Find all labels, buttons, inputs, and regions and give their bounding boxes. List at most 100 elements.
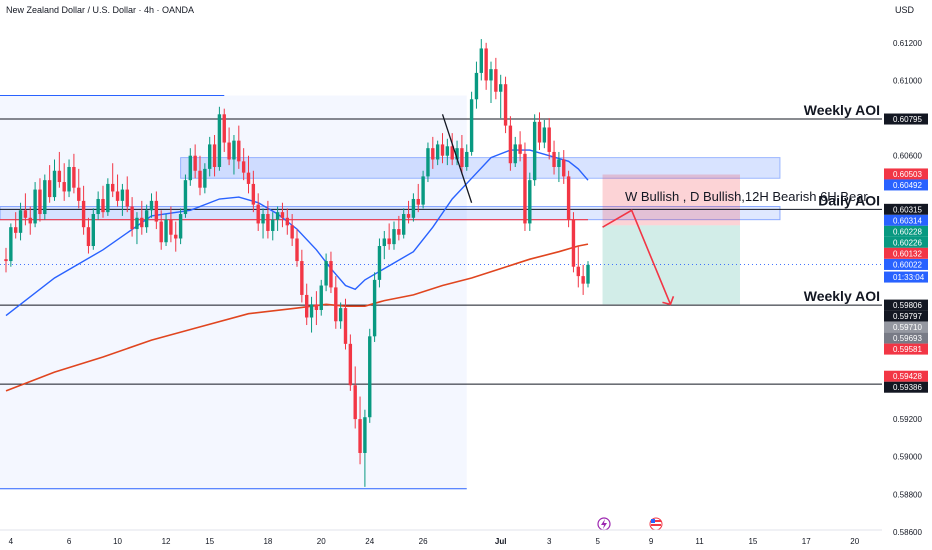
price-badge-7 (884, 247, 928, 259)
candle-body-95 (465, 151, 469, 167)
candle-body-45 (222, 114, 226, 143)
candle-body-89 (435, 144, 440, 160)
candle-body-100 (489, 69, 493, 81)
candle-body-44 (217, 114, 222, 167)
candle-body-40 (198, 170, 202, 188)
moving-averages-layer (5, 149, 589, 392)
price-badge-text-0: 0.60795 (893, 115, 922, 124)
x-tick-label-7: 24 (365, 537, 374, 546)
candle-body-64 (314, 304, 319, 310)
y-tick-label-1: 0.61000 (893, 76, 922, 85)
candle-body-39 (193, 155, 197, 171)
candle-body-20 (101, 198, 105, 213)
candle-body-67 (329, 261, 333, 288)
candle-body-65 (319, 285, 323, 310)
candle-body-108 (528, 180, 532, 224)
price-badge-8 (884, 258, 928, 270)
price-badge-16 (884, 381, 928, 393)
candle-body-105 (513, 144, 517, 164)
x-tick-label-15: 17 (802, 537, 811, 546)
candle-body-11 (57, 170, 62, 183)
x-tick-label-13: 11 (695, 537, 704, 546)
candle-body-79 (387, 238, 391, 245)
price-badge-15 (884, 370, 928, 382)
candle-body-77 (377, 246, 382, 280)
candle-body-63 (309, 304, 314, 318)
candle-body-36 (178, 214, 183, 239)
candle-body-103 (503, 84, 508, 126)
y-tick-label-5: 0.59000 (893, 453, 922, 462)
x-tick-label-11: 5 (595, 537, 600, 546)
candle-body-6 (33, 189, 37, 224)
candle-body-25 (125, 189, 129, 207)
candle-body-85 (416, 198, 420, 205)
candle-body-22 (111, 183, 115, 192)
trade-annotation: W Bullish , D Bullish,12H Bearish 6H Bea… (625, 189, 868, 204)
candle-body-97 (474, 72, 479, 100)
lightning-glyph-icon (601, 519, 607, 529)
x-tick-label-12: 9 (649, 537, 654, 546)
flag-canton (651, 519, 655, 523)
x-tick-label-2: 10 (113, 537, 122, 546)
price-badge-2 (884, 179, 928, 191)
candle-body-76 (372, 279, 377, 337)
x-tick-label-10: 3 (547, 537, 552, 546)
candle-body-4 (23, 210, 28, 218)
candle-body-60 (295, 238, 299, 262)
candle-body-80 (392, 229, 396, 245)
candle-body-99 (484, 48, 488, 81)
projection-path (602, 209, 672, 305)
candle-body-78 (382, 238, 386, 247)
symbol-title: New Zealand Dollar / U.S. Dollar · 4h · … (6, 5, 195, 15)
candle-body-55 (271, 219, 275, 231)
x-tick-label-4: 15 (205, 537, 214, 546)
candle-body-49 (241, 161, 246, 173)
price-badge-text-7: 0.60132 (893, 249, 922, 258)
candle-body-84 (411, 198, 416, 218)
stop-loss-zone (602, 174, 740, 226)
candle-body-114 (557, 159, 561, 167)
x-tick-label-3: 12 (162, 537, 171, 546)
y-tick-label-2: 0.60600 (893, 152, 922, 161)
candle-body-19 (96, 198, 100, 215)
price-badge-text-10: 0.59806 (893, 301, 922, 310)
ema-slow-line (5, 243, 589, 392)
candle-body-26 (130, 206, 134, 230)
candle-body-3 (18, 210, 23, 233)
price-badge-text-11: 0.59797 (893, 312, 922, 321)
level-lines-layer: Weekly AOI Daily AOI Weekly AOI (0, 102, 882, 385)
level-label-0: Weekly AOI (804, 102, 880, 118)
candle-body-68 (334, 287, 338, 322)
price-badge-5 (884, 225, 928, 237)
axes-layer: 0.612000.610000.606000.602000.592000.590… (0, 39, 928, 546)
price-badge-text-13: 0.59693 (893, 334, 922, 343)
price-badge-text-12: 0.59710 (893, 323, 922, 332)
candle-body-115 (562, 159, 566, 177)
candle-body-24 (120, 189, 125, 201)
candle-body-0 (4, 259, 8, 262)
candle-body-17 (86, 227, 91, 247)
price-badge-1 (884, 168, 928, 180)
price-badge-text-6: 0.60226 (893, 238, 922, 247)
candle-body-15 (77, 187, 81, 201)
candle-body-46 (227, 142, 231, 160)
candle-body-53 (261, 214, 265, 224)
candle-body-8 (43, 180, 47, 215)
candle-body-14 (72, 166, 76, 188)
price-badge-12 (884, 321, 928, 333)
price-badge-text-3: 0.60315 (893, 205, 922, 214)
candle-body-57 (280, 212, 285, 218)
x-tick-label-5: 18 (263, 537, 272, 546)
price-badge-11 (884, 310, 928, 322)
trendline (441, 114, 473, 203)
candle-body-90 (440, 144, 445, 156)
candle-body-91 (445, 146, 450, 156)
candle-body-34 (169, 219, 173, 235)
candle-body-104 (508, 125, 513, 164)
candle-body-113 (552, 151, 556, 167)
candle-body-10 (52, 170, 57, 198)
x-tick-label-8: 26 (419, 537, 428, 546)
candle-body-59 (290, 225, 294, 239)
candle-body-18 (91, 214, 95, 247)
